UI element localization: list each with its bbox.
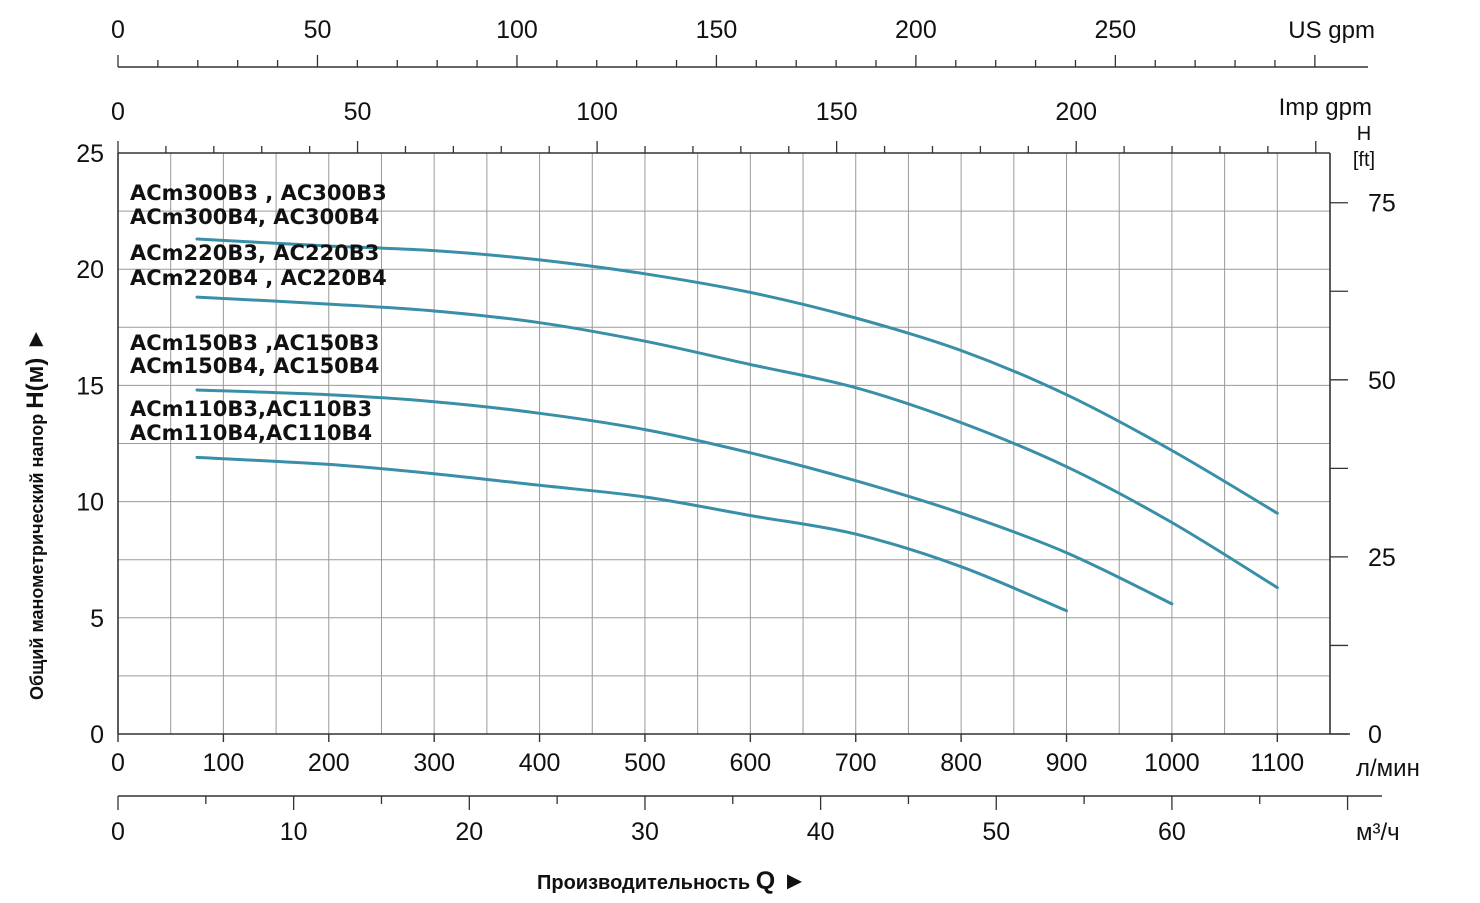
imp-gpm-tick-label: 0 — [111, 98, 125, 126]
series-curve-1 — [195, 237, 1279, 515]
y-tick-label: 15 — [76, 372, 104, 400]
ft-unit-label-bottom: [ft] — [1353, 149, 1375, 171]
x-tick-label: 500 — [624, 749, 666, 777]
ft-tick-label: 0 — [1368, 721, 1382, 749]
x-tick-label: 0 — [111, 749, 125, 777]
us-gpm-tick-label: 200 — [895, 16, 937, 44]
x-tick-label: 100 — [203, 749, 245, 777]
x-tick-label: 800 — [940, 749, 982, 777]
series-curve-3 — [195, 388, 1174, 606]
y-tick-label: 20 — [76, 256, 104, 284]
ft-unit-label-top: H — [1357, 123, 1371, 145]
series-label-4-line2: ACm110B4,AC110B4 — [130, 421, 372, 445]
x-tick-label: 900 — [1046, 749, 1088, 777]
series-label-2-line1: ACm220B3, AC220B3 — [130, 241, 379, 265]
y-tick-label: 0 — [90, 721, 104, 749]
ft-tick-label: 75 — [1368, 190, 1396, 218]
us-gpm-tick-label: 0 — [111, 16, 125, 44]
x-tick-label: 400 — [519, 749, 561, 777]
us-gpm-label: US gpm — [1288, 17, 1375, 44]
us-gpm-tick-label: 150 — [696, 16, 738, 44]
imp-gpm-tick-label: 50 — [344, 98, 372, 126]
x-tick-label: 1000 — [1144, 749, 1200, 777]
m3h-tick-label: 50 — [982, 818, 1010, 846]
y-tick-label: 25 — [76, 140, 104, 168]
ft-tick-label: 25 — [1368, 544, 1396, 572]
series-label-3-line2: ACm150B4, AC150B4 — [130, 354, 379, 378]
imp-gpm-tick-label: 100 — [576, 98, 618, 126]
us-gpm-tick-label: 50 — [304, 16, 332, 44]
x-tick-label: 600 — [729, 749, 771, 777]
imp-gpm-label: Imp gpm — [1279, 94, 1372, 121]
imp-gpm-tick-label: 200 — [1055, 98, 1097, 126]
us-gpm-tick-label: 100 — [496, 16, 538, 44]
x-tick-label: 1100 — [1250, 749, 1304, 777]
series-label-1-line1: ACm300B3 , AC300B3 — [130, 181, 387, 205]
m3h-tick-label: 60 — [1158, 818, 1186, 846]
series-label-3-line1: ACm150B3 ,AC150B3 — [130, 331, 379, 355]
series-curve-2 — [195, 295, 1279, 590]
series-label-4-line1: ACm110B3,AC110B3 — [130, 397, 372, 421]
series-label-1-line2: ACm300B4, AC300B4 — [130, 205, 379, 229]
m3h-label: м³/ч — [1356, 819, 1400, 846]
m3h-tick-label: 30 — [631, 818, 659, 846]
y-tick-label: 5 — [90, 605, 104, 633]
series-curve-4 — [195, 455, 1068, 613]
y-axis-title: Общий манометрический напор H(м) ► — [22, 327, 49, 700]
m3h-tick-label: 0 — [111, 818, 125, 846]
imp-gpm-tick-label: 150 — [816, 98, 858, 126]
y-tick-label: 10 — [76, 489, 104, 517]
m3h-tick-label: 20 — [455, 818, 483, 846]
x-tick-label: 300 — [413, 749, 455, 777]
x-unit-label: л/мин — [1356, 755, 1420, 782]
ft-tick-label: 50 — [1368, 367, 1396, 395]
x-tick-label: 700 — [835, 749, 877, 777]
m3h-tick-label: 10 — [280, 818, 308, 846]
curves — [195, 237, 1279, 613]
x-tick-label: 200 — [308, 749, 350, 777]
series-label-2-line2: ACm220B4 , AC220B4 — [130, 266, 387, 290]
m3h-tick-label: 40 — [807, 818, 835, 846]
us-gpm-tick-label: 250 — [1095, 16, 1137, 44]
x-axis-title: Производительность Q ► — [537, 867, 807, 895]
